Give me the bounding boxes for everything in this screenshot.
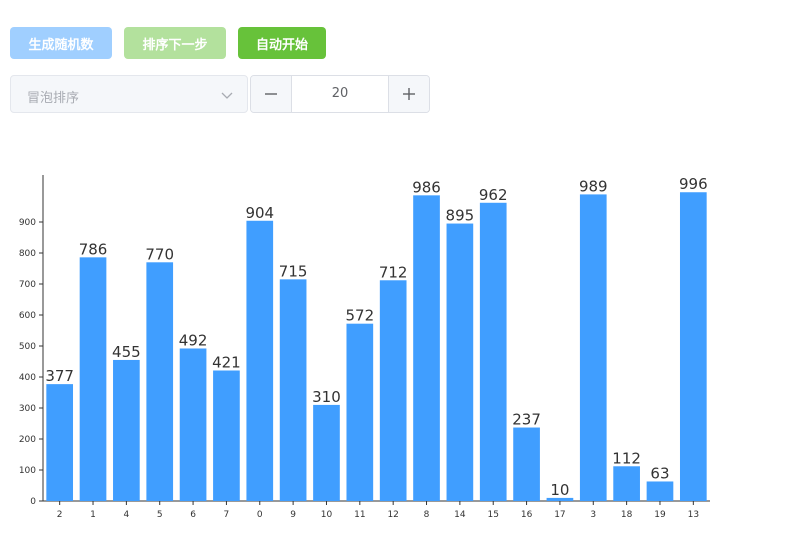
bar [613, 466, 640, 501]
bar-value-label: 989 [579, 177, 608, 195]
plus-icon [403, 88, 415, 100]
x-tick-label: 12 [387, 510, 398, 520]
bar-value-label: 310 [312, 388, 341, 406]
bar-value-label: 112 [612, 449, 641, 467]
bar [646, 481, 674, 501]
bar [579, 194, 607, 501]
y-tick-label: 300 [19, 404, 36, 414]
x-tick-label: 19 [654, 510, 666, 520]
auto-start-button[interactable]: 自动开始 [238, 27, 326, 59]
bar [513, 427, 540, 501]
bar-value-label: 904 [245, 204, 274, 222]
bar-value-label: 715 [279, 262, 308, 280]
minus-icon [265, 93, 277, 95]
bar-value-label: 421 [212, 353, 241, 371]
bar [546, 497, 574, 501]
bar-value-label: 712 [379, 263, 408, 281]
y-tick-label: 400 [19, 373, 36, 383]
bar [279, 279, 307, 501]
x-tick-label: 8 [424, 510, 430, 520]
bar [246, 220, 274, 501]
increment-button[interactable] [388, 76, 429, 112]
y-tick-label: 900 [19, 218, 36, 228]
bar-chart: 0100200300400500600700800900377278614554… [19, 175, 710, 520]
x-tick-label: 16 [521, 510, 533, 520]
x-tick-label: 11 [354, 510, 365, 520]
bar [379, 280, 407, 501]
y-tick-label: 0 [30, 497, 36, 507]
bar-value-label: 895 [446, 207, 475, 225]
bar [679, 192, 707, 502]
bar [446, 223, 474, 502]
y-tick-label: 600 [19, 311, 36, 321]
bar-value-label: 996 [679, 175, 708, 193]
sort-next-step-button[interactable]: 排序下一步 [124, 27, 226, 59]
bar-value-label: 962 [479, 186, 508, 204]
x-tick-label: 13 [688, 510, 699, 520]
y-tick-label: 700 [19, 280, 36, 290]
bar-value-label: 572 [346, 307, 375, 325]
x-tick-label: 10 [321, 510, 333, 520]
x-tick-label: 2 [57, 510, 63, 520]
y-tick-label: 800 [19, 249, 36, 259]
bar-value-label: 10 [550, 481, 569, 499]
bar-value-label: 770 [145, 245, 174, 263]
bar-value-label: 786 [79, 240, 108, 258]
bar-value-label: 63 [650, 464, 669, 482]
x-tick-label: 5 [157, 510, 163, 520]
algorithm-select-value: 冒泡排序 [27, 91, 80, 106]
bar-value-label: 986 [412, 178, 441, 196]
x-tick-label: 0 [257, 510, 263, 520]
bar-value-label: 455 [112, 343, 141, 361]
bar-value-label: 377 [45, 367, 74, 385]
bar [213, 370, 240, 501]
x-tick-label: 15 [487, 510, 498, 520]
x-tick-label: 4 [124, 510, 130, 520]
bar [346, 323, 374, 501]
x-tick-label: 1 [90, 510, 96, 520]
bar [313, 404, 340, 501]
decrement-button[interactable] [251, 76, 292, 112]
x-tick-label: 17 [554, 510, 565, 520]
x-tick-label: 3 [590, 510, 596, 520]
x-tick-label: 6 [190, 510, 196, 520]
bar [479, 202, 507, 501]
bar [413, 195, 440, 501]
bar [113, 359, 140, 501]
x-tick-label: 18 [621, 510, 633, 520]
y-tick-label: 100 [19, 466, 36, 476]
bar-value-label: 237 [512, 411, 541, 429]
x-tick-label: 9 [290, 510, 296, 520]
generate-random-button[interactable]: 生成随机数 [10, 27, 112, 59]
bar [179, 348, 207, 501]
bar-value-label: 492 [179, 331, 208, 349]
bar [79, 257, 107, 501]
x-tick-label: 7 [224, 510, 230, 520]
algorithm-select[interactable]: 冒泡排序 [10, 75, 248, 113]
y-tick-label: 500 [19, 342, 36, 352]
chevron-down-icon [221, 92, 233, 99]
count-input[interactable]: 20 [331, 86, 349, 101]
x-tick-label: 14 [454, 510, 466, 520]
bar [46, 384, 74, 501]
y-tick-label: 200 [19, 435, 36, 445]
count-stepper[interactable]: 20 [250, 75, 430, 113]
bar [146, 262, 174, 501]
